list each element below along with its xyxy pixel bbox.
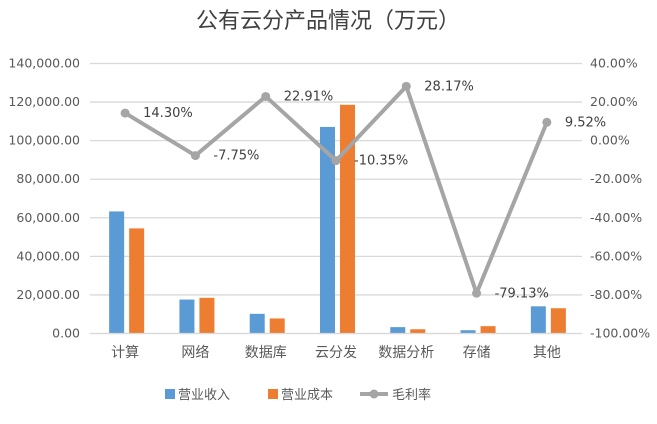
margin-data-label: 28.17%	[424, 79, 474, 94]
left-tick-label: 100,000.00	[8, 133, 80, 148]
bar-营业成本	[480, 326, 496, 334]
legend-label: 营业成本	[281, 388, 333, 403]
bar-营业收入	[179, 299, 195, 334]
right-tick-label: -20.00%	[590, 171, 642, 186]
left-tick-label: 20,000.00	[16, 287, 80, 302]
margin-data-label: -79.13%	[495, 286, 549, 301]
category-label: 数据分析	[378, 345, 434, 361]
bar-营业成本	[340, 104, 355, 334]
bar-营业收入	[320, 126, 335, 334]
category-label: 计算	[111, 345, 139, 361]
bar-营业成本	[410, 329, 426, 334]
bar-营业成本	[199, 297, 215, 334]
category-label: 云分发	[315, 345, 357, 361]
bar-营业收入	[530, 306, 546, 334]
legend-swatch	[268, 389, 278, 399]
bar-营业收入	[249, 313, 265, 334]
margin-point	[120, 108, 130, 118]
category-label: 存储	[463, 345, 491, 361]
margin-point	[331, 156, 341, 166]
margin-data-label: -7.75%	[213, 149, 259, 164]
left-tick-label: 120,000.00	[8, 94, 80, 109]
chart-title: 公有云分产品情况（万元）	[196, 9, 460, 34]
margin-point	[472, 288, 482, 298]
left-tick-label: 0.00	[52, 326, 80, 341]
right-tick-label: 40.00%	[590, 56, 638, 71]
category-label: 其他	[533, 345, 561, 361]
category-label: 数据库	[245, 345, 287, 361]
margin-point	[261, 91, 271, 101]
bar-营业成本	[550, 308, 566, 334]
bar-营业收入	[390, 327, 406, 334]
legend-label: 毛利率	[392, 387, 431, 403]
bar-营业收入	[109, 211, 125, 334]
margin-point	[401, 81, 411, 91]
legend-marker	[369, 389, 379, 399]
margin-data-label: -10.35%	[354, 154, 408, 169]
legend-label: 营业收入	[178, 388, 230, 403]
left-tick-label: 60,000.00	[16, 210, 80, 225]
margin-point	[542, 117, 552, 127]
left-tick-label: 40,000.00	[16, 248, 80, 263]
margin-data-label: 9.52%	[565, 115, 606, 130]
bar-营业成本	[129, 228, 145, 334]
bar-营业收入	[460, 330, 476, 334]
right-tick-label: 0.00%	[590, 133, 630, 148]
margin-data-label: 14.30%	[143, 106, 193, 121]
legend-swatch	[165, 389, 175, 399]
right-tick-label: -40.00%	[590, 210, 642, 225]
right-tick-label: 20.00%	[590, 94, 638, 109]
bar-营业成本	[269, 318, 285, 334]
left-tick-label: 140,000.00	[8, 56, 80, 71]
right-tick-label: -60.00%	[590, 248, 642, 263]
margin-point	[190, 151, 200, 161]
right-tick-label: -100.00%	[590, 326, 650, 341]
category-label: 网络	[181, 345, 209, 361]
margin-data-label: 22.91%	[284, 89, 334, 104]
right-tick-label: -80.00%	[590, 287, 642, 302]
left-tick-label: 80,000.00	[16, 171, 80, 186]
